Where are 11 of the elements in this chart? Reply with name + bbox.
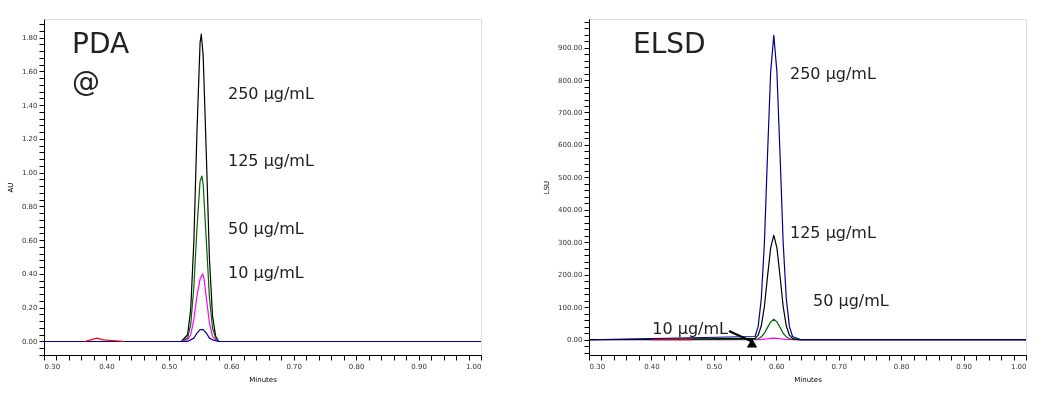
- annotation: 125 µg/mL: [228, 151, 314, 170]
- text: @: [72, 65, 100, 98]
- annotation: 10 µg/mL: [228, 263, 304, 282]
- annotation: 125 µg/mL: [790, 223, 876, 242]
- chart-title: PDA: [72, 27, 130, 60]
- annotation: 250 µg/mL: [228, 84, 314, 103]
- annotation: 250 µg/mL: [790, 64, 876, 83]
- chart-title: ELSD: [633, 27, 706, 60]
- annotation: 50 µg/mL: [228, 219, 304, 238]
- annotation: 50 µg/mL: [813, 291, 889, 310]
- annotation: 10 µg/mL: [652, 319, 729, 338]
